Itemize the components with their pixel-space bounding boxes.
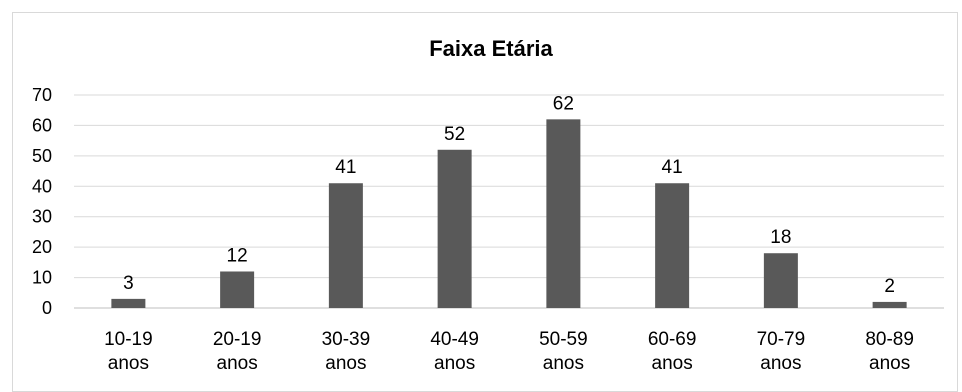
x-tick-label: anos — [760, 353, 801, 374]
x-tick-label: 80-89 — [865, 329, 914, 350]
x-tick-label: 30-39 — [322, 329, 371, 350]
bar — [328, 183, 363, 308]
x-tick-label: anos — [543, 353, 584, 374]
data-label: 52 — [444, 124, 465, 145]
y-tick-label: 60 — [32, 115, 52, 135]
x-tick-label: anos — [217, 353, 258, 374]
x-axis: 10-19 anos 20-19 anos 30-39 anos 40-49 anos 50-5… — [104, 329, 914, 374]
y-tick-label: 50 — [32, 146, 52, 166]
data-label: 2 — [884, 276, 895, 297]
x-tick-label: anos — [325, 353, 366, 374]
data-label: 3 — [123, 273, 134, 294]
bar — [220, 271, 255, 308]
chart-title: Faixa Etária — [429, 36, 553, 61]
y-tick-label: 0 — [42, 298, 52, 318]
bar — [763, 253, 798, 308]
y-tick-label: 20 — [32, 237, 52, 257]
x-tick-label: 40-49 — [430, 329, 479, 350]
bars — [111, 119, 907, 308]
bar — [437, 149, 472, 308]
x-tick-label: 60-69 — [648, 329, 697, 350]
data-label: 18 — [770, 227, 791, 248]
y-tick-label: 40 — [32, 176, 52, 196]
bar — [546, 119, 581, 308]
y-tick-label: 10 — [32, 268, 52, 288]
y-tick-label: 70 — [32, 85, 52, 105]
data-label: 41 — [335, 157, 356, 178]
x-tick-label: anos — [652, 353, 693, 374]
x-tick-label: anos — [108, 353, 149, 374]
bar — [655, 183, 690, 308]
x-tick-label: anos — [869, 353, 910, 374]
bar-chart: 0 10 20 30 40 50 60 70 3 12 41 52 62 41 18 2 10-19 anos… — [32, 85, 944, 374]
data-label: 12 — [227, 245, 248, 266]
x-tick-label: anos — [434, 353, 475, 374]
data-labels: 3 12 41 52 62 41 18 2 — [123, 93, 895, 297]
bar — [872, 301, 907, 308]
x-tick-label: 50-59 — [539, 329, 588, 350]
data-label: 41 — [662, 157, 683, 178]
x-tick-label: 70-79 — [757, 329, 806, 350]
y-axis: 0 10 20 30 40 50 60 70 — [32, 85, 52, 318]
data-label: 62 — [553, 93, 574, 114]
chart-frame — [12, 12, 958, 392]
gridlines — [74, 94, 944, 309]
x-tick-label: 20-19 — [213, 329, 262, 350]
x-tick-label: 10-19 — [104, 329, 153, 350]
bar — [111, 298, 146, 308]
y-tick-label: 30 — [32, 207, 52, 227]
